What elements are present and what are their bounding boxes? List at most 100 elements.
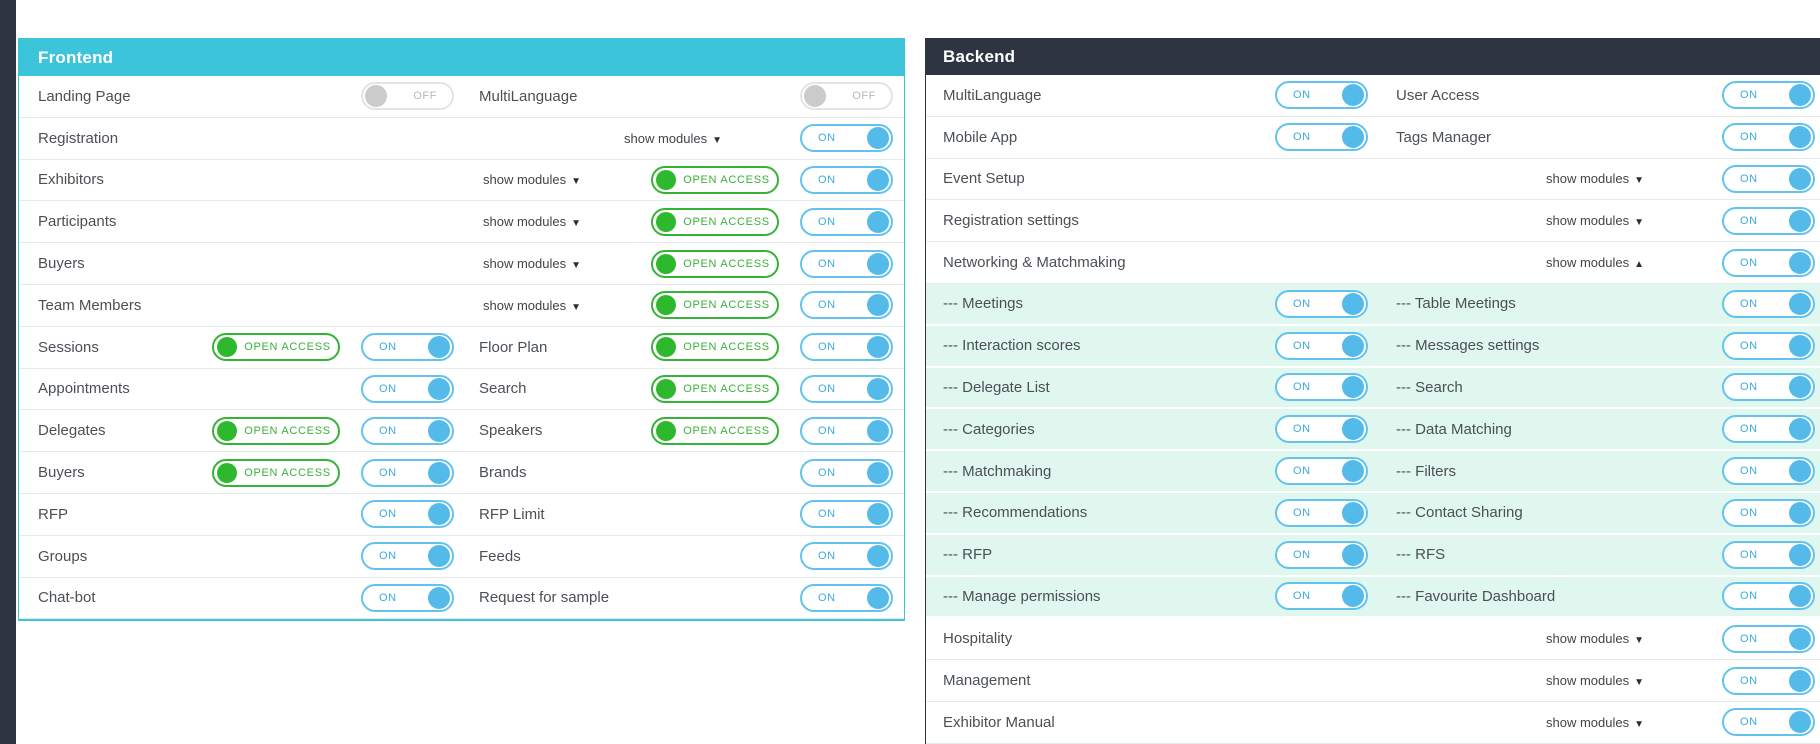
toggle-knob <box>867 586 889 609</box>
toggle-switch[interactable]: ON <box>800 542 893 571</box>
toggle-switch[interactable]: ON <box>1722 289 1815 318</box>
toggle-switch[interactable]: ON <box>1722 666 1815 695</box>
show-modules-link[interactable]: show modules ▼ <box>483 256 581 271</box>
open-access-badge[interactable]: OPEN ACCESS <box>212 416 340 445</box>
show-modules-link[interactable]: show modules ▼ <box>1546 631 1644 646</box>
show-modules-link[interactable]: show modules ▼ <box>1546 673 1644 688</box>
feature-label: RFP Limit <box>479 505 545 523</box>
toggle-switch[interactable]: ON <box>1722 624 1815 653</box>
toggle-knob <box>867 127 889 150</box>
chevron-down-icon: ▼ <box>1634 718 1644 730</box>
toggle-knob <box>1789 460 1811 483</box>
toggle-switch[interactable]: ON <box>1722 498 1815 527</box>
toggle-switch[interactable]: ON <box>800 333 893 362</box>
toggle-state-label: ON <box>818 257 836 270</box>
feature-cell: --- Interaction scores ON <box>926 326 1393 366</box>
toggle-switch[interactable]: ON <box>1722 248 1815 277</box>
toggle-switch[interactable]: ON <box>800 291 893 320</box>
toggle-switch[interactable]: ON <box>1722 164 1815 193</box>
show-modules-link[interactable]: show modules ▼ <box>1546 213 1644 228</box>
toggle-knob <box>428 545 450 568</box>
toggle-switch[interactable]: OFF <box>361 82 454 111</box>
toggle-switch[interactable]: ON <box>361 500 454 529</box>
toggle-knob <box>428 377 450 400</box>
toggle-switch[interactable]: ON <box>1275 498 1368 527</box>
feature-cell: User Access ON <box>1393 75 1820 116</box>
open-access-badge[interactable]: OPEN ACCESS <box>651 207 779 236</box>
toggle-switch[interactable]: ON <box>800 374 893 403</box>
show-modules-link[interactable]: show modules ▼ <box>483 214 581 229</box>
toggle-switch[interactable]: OFF <box>800 82 893 111</box>
feature-label: --- Interaction scores <box>943 337 1081 355</box>
toggle-switch[interactable]: ON <box>1722 708 1815 737</box>
open-access-badge[interactable]: OPEN ACCESS <box>651 249 779 278</box>
toggle-switch[interactable]: ON <box>361 458 454 487</box>
show-modules-link[interactable]: show modules ▲ <box>1546 255 1644 270</box>
toggle-switch[interactable]: ON <box>1275 81 1368 110</box>
chevron-down-icon: ▼ <box>1634 635 1644 647</box>
feature-cell: --- Meetings ON <box>926 284 1393 324</box>
toggle-switch[interactable]: ON <box>1275 540 1368 569</box>
toggle-switch[interactable]: ON <box>361 333 454 362</box>
toggle-switch[interactable]: ON <box>800 249 893 278</box>
open-access-badge[interactable]: OPEN ACCESS <box>651 333 779 362</box>
backend-rows: MultiLanguage ON User Access ON Mobile App ON… <box>926 75 1820 744</box>
feature-cell: Speakers OPEN ACCESS ON <box>466 410 904 451</box>
open-access-badge[interactable]: OPEN ACCESS <box>651 416 779 445</box>
show-modules-link[interactable]: show modules ▼ <box>483 172 581 187</box>
toggle-switch[interactable]: ON <box>800 416 893 445</box>
toggle-knob <box>428 503 450 526</box>
toggle-state-label: ON <box>1740 548 1758 561</box>
open-access-dot-icon <box>656 211 676 232</box>
open-access-badge[interactable]: OPEN ACCESS <box>651 291 779 320</box>
feature-row: Networking & Matchmaking show modules ▲ ON <box>926 242 1820 284</box>
toggle-switch[interactable]: ON <box>800 458 893 487</box>
toggle-switch[interactable]: ON <box>1722 415 1815 444</box>
toggle-switch[interactable]: ON <box>1275 289 1368 318</box>
toggle-switch[interactable]: ON <box>1722 81 1815 110</box>
chevron-down-icon: ▼ <box>571 260 581 272</box>
toggle-switch[interactable]: ON <box>800 583 893 612</box>
toggle-switch[interactable]: ON <box>1275 415 1368 444</box>
toggle-switch[interactable]: ON <box>1275 457 1368 486</box>
toggle-switch[interactable]: ON <box>1275 123 1368 152</box>
feature-label: Search <box>479 380 527 398</box>
toggle-state-label: ON <box>379 341 397 354</box>
toggle-switch[interactable]: ON <box>800 124 893 153</box>
feature-row: Buyers show modules ▼ OPEN ACCESS ON <box>19 243 904 285</box>
open-access-badge[interactable]: OPEN ACCESS <box>212 458 340 487</box>
feature-cell: --- Matchmaking ON <box>926 451 1393 491</box>
open-access-badge[interactable]: OPEN ACCESS <box>212 333 340 362</box>
open-access-label: OPEN ACCESS <box>683 382 770 395</box>
feature-row: Registration settings show modules ▼ ON <box>926 200 1820 243</box>
open-access-dot-icon <box>656 253 676 274</box>
feature-label: --- Manage permissions <box>943 587 1101 605</box>
toggle-switch[interactable]: ON <box>361 374 454 403</box>
toggle-switch[interactable]: ON <box>800 165 893 194</box>
show-modules-link[interactable]: show modules ▼ <box>483 298 581 313</box>
show-modules-link[interactable]: show modules ▼ <box>1546 715 1644 730</box>
feature-cell: MultiLanguage OFF <box>466 76 904 117</box>
open-access-badge[interactable]: OPEN ACCESS <box>651 374 779 403</box>
show-modules-link[interactable]: show modules ▼ <box>1546 171 1644 186</box>
toggle-switch[interactable]: ON <box>1722 582 1815 611</box>
toggle-switch[interactable]: ON <box>1722 331 1815 360</box>
show-modules-link[interactable]: show modules ▼ <box>624 131 722 146</box>
toggle-switch[interactable]: ON <box>361 416 454 445</box>
toggle-knob <box>1789 418 1811 441</box>
open-access-badge[interactable]: OPEN ACCESS <box>651 165 779 194</box>
toggle-switch[interactable]: ON <box>1722 206 1815 235</box>
toggle-switch[interactable]: ON <box>1722 373 1815 402</box>
toggle-switch[interactable]: ON <box>1275 331 1368 360</box>
toggle-switch[interactable]: ON <box>1722 540 1815 569</box>
toggle-switch[interactable]: ON <box>1275 582 1368 611</box>
toggle-switch[interactable]: ON <box>361 542 454 571</box>
toggle-switch[interactable]: ON <box>800 500 893 529</box>
show-modules-label: show modules <box>1545 673 1630 689</box>
open-access-dot-icon <box>656 337 676 358</box>
toggle-switch[interactable]: ON <box>361 583 454 612</box>
toggle-switch[interactable]: ON <box>1722 457 1815 486</box>
toggle-switch[interactable]: ON <box>1275 373 1368 402</box>
toggle-switch[interactable]: ON <box>800 207 893 236</box>
toggle-switch[interactable]: ON <box>1722 123 1815 152</box>
